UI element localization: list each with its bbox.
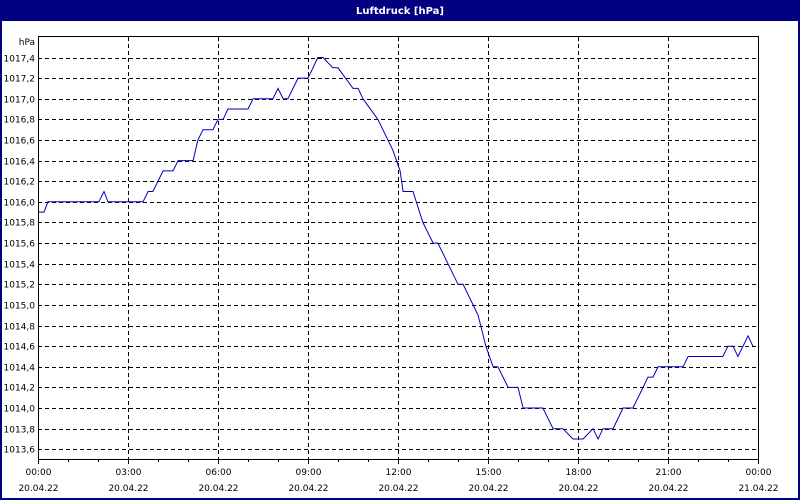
x-tick-date: 20.04.22	[648, 484, 688, 494]
x-tick-time: 03:00	[116, 468, 142, 478]
y-tick-label: 1016,4	[4, 158, 36, 168]
y-tick-label: 1015,4	[4, 261, 36, 271]
x-tick-date: 20.04.22	[558, 484, 598, 494]
x-tick-time: 18:00	[566, 468, 592, 478]
x-tick-date: 21.04.22	[738, 484, 778, 494]
x-tick-time: 12:00	[386, 468, 412, 478]
x-tick-time: 06:00	[206, 468, 232, 478]
y-tick-label: 1017,4	[4, 55, 36, 65]
pressure-line	[38, 57, 754, 441]
y-tick-label: 1017,2	[4, 75, 36, 85]
y-tick-label: 1013,8	[4, 426, 36, 436]
x-tick-time: 15:00	[476, 468, 502, 478]
y-tick-label: 1015,0	[4, 302, 36, 312]
x-tick-date: 20.04.22	[18, 484, 58, 494]
y-tick-label: 1016,8	[4, 116, 36, 126]
x-axis: 00:00 20.04.22 03:00 20.04.22 06:00 20.04.22 0…	[18, 459, 779, 494]
y-tick-label: 1015,8	[4, 219, 36, 229]
x-tick-time: 09:00	[296, 468, 322, 478]
x-tick-time: 00:00	[746, 468, 772, 478]
x-tick-date: 20.04.22	[378, 484, 418, 494]
y-tick-label: 1014,6	[4, 343, 36, 353]
y-axis: 1017,4 1017,2 1017,0 1016,8 1016,6 1016,4 1016…	[4, 55, 36, 456]
x-tick-date: 20.04.22	[468, 484, 508, 494]
x-tick-time: 00:00	[26, 468, 52, 478]
y-tick-label: 1015,6	[4, 240, 36, 250]
y-tick-label: 1014,8	[4, 323, 36, 333]
x-tick-date: 20.04.22	[108, 484, 148, 494]
y-tick-label: 1016,6	[4, 137, 36, 147]
y-tick-label: 1014,0	[4, 405, 36, 415]
x-tick-time: 21:00	[656, 468, 682, 478]
y-tick-label: 1016,2	[4, 178, 36, 188]
chart-title: Luftdruck [hPa]	[2, 2, 798, 21]
y-tick-label: 1015,2	[4, 281, 36, 291]
y-tick-label: 1014,4	[4, 364, 36, 374]
y-tick-label: 1014,2	[4, 384, 36, 394]
y-tick-label: 1013,6	[4, 446, 36, 456]
plot-area	[38, 36, 759, 460]
x-tick-date: 20.04.22	[288, 484, 328, 494]
y-axis-unit: hPa	[19, 38, 35, 48]
x-tick-date: 20.04.22	[198, 484, 238, 494]
grid-lines	[38, 37, 758, 459]
y-tick-label: 1016,0	[4, 199, 36, 209]
y-tick-label: 1017,0	[4, 96, 36, 106]
